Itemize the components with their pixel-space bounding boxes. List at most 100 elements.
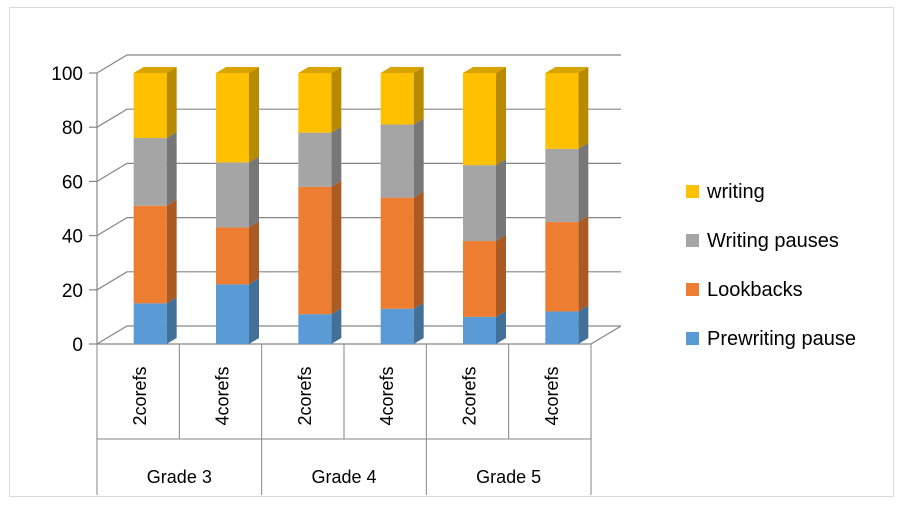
bar-segment: [133, 132, 177, 206]
bar-side-face: [496, 159, 506, 242]
bar-front-face: [298, 186, 332, 315]
legend-entry: writing: [686, 181, 765, 203]
legend-swatch: [686, 332, 699, 345]
bar-segment: [545, 216, 589, 312]
category-label: 2corefs: [460, 366, 480, 425]
bar-side-face: [578, 216, 589, 312]
axis-labels: 0 20 40 60 80 100 2corefs 4corefs 2corefs 4corefs…: [51, 64, 562, 487]
gridlines: [96, 54, 621, 345]
bar-segment: [216, 221, 259, 285]
bar-side-face: [331, 67, 342, 133]
group-label: Grade 4: [311, 467, 376, 487]
bar-segment: [463, 235, 506, 317]
group-label: Grade 3: [147, 467, 212, 487]
bar-front-face: [133, 303, 167, 344]
bar-top-face: [133, 67, 177, 73]
gridline-20: [96, 271, 621, 291]
bar-side-face: [496, 310, 506, 344]
bars: [133, 67, 589, 344]
gridline-80: [96, 108, 621, 128]
bar-segment: [545, 305, 589, 344]
bar-side-face: [331, 308, 342, 344]
bar-side-face: [413, 67, 424, 125]
legend-label: Lookbacks: [707, 279, 803, 301]
bar-side-face: [578, 305, 589, 344]
legend-label: Prewriting pause: [707, 328, 856, 350]
bar-segment: [463, 310, 506, 344]
bar-side-face: [166, 199, 177, 304]
bar-side-face: [331, 180, 342, 315]
bar-segment: [133, 199, 177, 304]
y-tick-label: 40: [62, 227, 83, 248]
bar-front-face: [216, 162, 249, 228]
gridline-100: [96, 54, 621, 74]
bar-segment: [298, 180, 342, 315]
gridline-60: [96, 162, 621, 182]
floor-right-edge: [590, 325, 622, 345]
bar-segment: [380, 191, 424, 309]
bar-front-face: [133, 205, 167, 304]
bar-front-face: [216, 284, 249, 344]
bar-front-face: [545, 311, 579, 344]
bar-side-face: [331, 126, 342, 187]
bar-segment: [380, 302, 424, 344]
group-label: Grade 5: [476, 467, 541, 487]
bar-side-face: [166, 132, 177, 206]
bar-front-face: [463, 165, 496, 242]
bar-segment: [216, 67, 259, 163]
y-tick-label: 20: [62, 281, 83, 302]
bar-segment: [298, 67, 342, 133]
bar-side-face: [249, 67, 259, 163]
bar-side-face: [413, 191, 424, 309]
bar-front-face: [380, 308, 414, 344]
bar-top-face: [380, 67, 424, 73]
legend-entry: Prewriting pause: [686, 328, 856, 350]
bar-side-face: [413, 302, 424, 344]
bar-side-face: [249, 278, 259, 344]
bar-side-face: [166, 297, 177, 344]
legend: writing Writing pauses Lookbacks Prewriting…: [686, 181, 856, 350]
bar-front-face: [298, 73, 332, 133]
bar-front-face: [133, 138, 167, 206]
bar-segment: [298, 126, 342, 187]
legend-swatch: [686, 283, 699, 296]
bar-front-face: [463, 73, 496, 166]
bar-segment: [463, 67, 506, 166]
bar-segment: [298, 308, 342, 344]
bar-segment: [380, 67, 424, 125]
bar-segment: [545, 67, 589, 149]
bar-segment: [545, 142, 589, 223]
category-label: 2corefs: [130, 366, 150, 425]
bar-front-face: [463, 241, 496, 317]
stacked-bar-chart: 0 20 40 60 80 100 2corefs 4corefs 2corefs 4corefs…: [51, 54, 856, 495]
bar-side-face: [249, 221, 259, 285]
bar-segment: [133, 297, 177, 344]
bar-front-face: [216, 227, 249, 285]
chart-frame: 0 20 40 60 80 100 2corefs 4corefs 2corefs 4corefs…: [9, 7, 894, 497]
gridline-40: [96, 217, 621, 237]
bar-side-face: [249, 156, 259, 228]
bar-front-face: [380, 197, 414, 309]
category-label: 2corefs: [295, 366, 315, 425]
y-tick-label: 80: [62, 118, 83, 139]
bar-front-face: [216, 73, 249, 163]
gridline-0: [96, 325, 621, 345]
bar-top-face: [216, 67, 259, 73]
y-tick-label: 0: [72, 335, 83, 356]
y-tick-label: 100: [51, 64, 83, 85]
bar-side-face: [496, 67, 506, 166]
bar-front-face: [545, 73, 579, 149]
bar-front-face: [133, 73, 167, 139]
bar-segment: [463, 159, 506, 242]
bar-front-face: [298, 132, 332, 187]
y-tick-label: 60: [62, 172, 83, 193]
bar-front-face: [545, 222, 579, 312]
bar-front-face: [380, 73, 414, 125]
legend-swatch: [686, 234, 699, 247]
bar-top-face: [545, 67, 589, 73]
bar-segment: [380, 118, 424, 198]
legend-label: writing: [706, 181, 765, 203]
category-label: 4corefs: [542, 366, 562, 425]
category-label: 4corefs: [377, 366, 397, 425]
bar-side-face: [578, 67, 589, 149]
